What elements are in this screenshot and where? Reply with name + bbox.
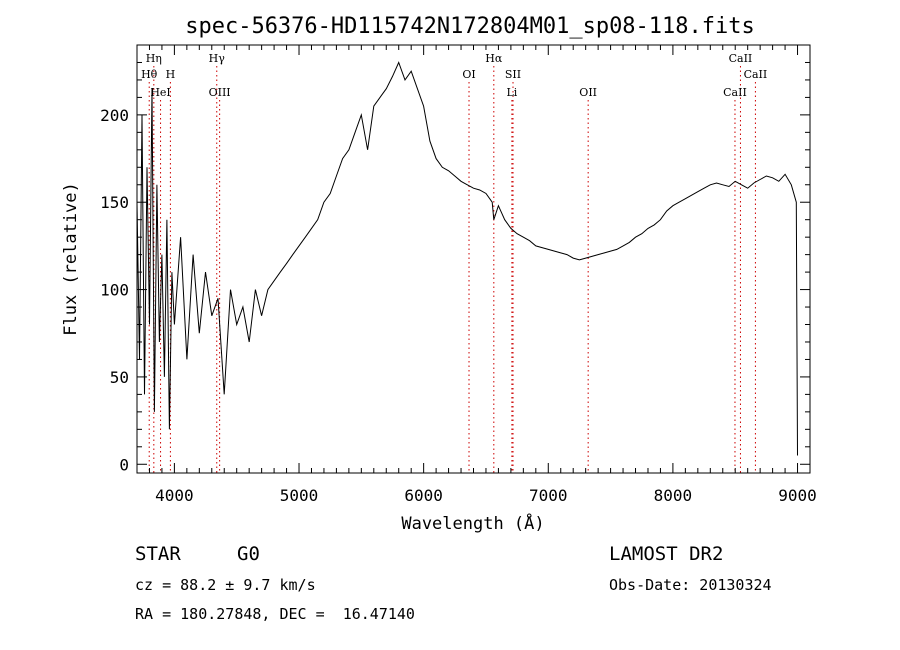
- y-tick-label: 50: [110, 368, 129, 387]
- y-axis-ticks: 0 50 100 150 200: [100, 44, 810, 474]
- x-axis-label: Wavelength (Å): [401, 512, 544, 534]
- line-marker-label: CaII: [723, 86, 747, 99]
- spectrum-line: [136, 61, 798, 456]
- line-marker-label: Hγ: [209, 52, 226, 65]
- x-tick-label: 7000: [529, 486, 568, 505]
- line-marker-label: OIII: [209, 86, 231, 99]
- object-class: STAR: [135, 543, 181, 565]
- line-marker-label: Hη: [146, 52, 162, 65]
- x-tick-label: 6000: [404, 486, 443, 505]
- line-marker-label: CaII: [744, 68, 768, 81]
- x-tick-label: 8000: [654, 486, 693, 505]
- plot-frame: [136, 44, 811, 474]
- object-subclass: G0: [237, 543, 260, 565]
- y-tick-label: 150: [100, 193, 129, 212]
- line-marker-label: HeI: [150, 86, 170, 99]
- line-marker-label: SII: [505, 68, 521, 81]
- x-axis-ticks: 4000 5000 6000 7000 8000 9000: [136, 45, 817, 505]
- x-tick-label: 5000: [280, 486, 319, 505]
- redshift-text: cz = 88.2 ± 9.7 km/s: [135, 576, 316, 594]
- line-marker-label: OII: [579, 86, 597, 99]
- x-tick-label: 4000: [155, 486, 194, 505]
- line-marker-label: Hα: [485, 52, 503, 65]
- y-tick-label: 100: [100, 281, 129, 300]
- line-marker-label: CaII: [729, 52, 753, 65]
- line-marker-label: Li: [506, 86, 517, 99]
- survey-name: LAMOST DR2: [609, 543, 724, 565]
- x-tick-label: 9000: [778, 486, 817, 505]
- line-marker-label: Hθ: [141, 68, 158, 81]
- observation-date: Obs-Date: 20130324: [609, 576, 772, 594]
- y-tick-label: 200: [100, 106, 129, 125]
- coordinates-text: RA = 180.27848, DEC = 16.47140: [135, 605, 415, 623]
- line-marker-label: H: [166, 68, 176, 81]
- y-axis-label: Flux (relative): [61, 182, 81, 336]
- line-marker-label: OI: [462, 68, 475, 81]
- chart-title: spec-56376-HD115742N172804M01_sp08-118.f…: [185, 14, 755, 39]
- y-tick-label: 0: [119, 455, 129, 474]
